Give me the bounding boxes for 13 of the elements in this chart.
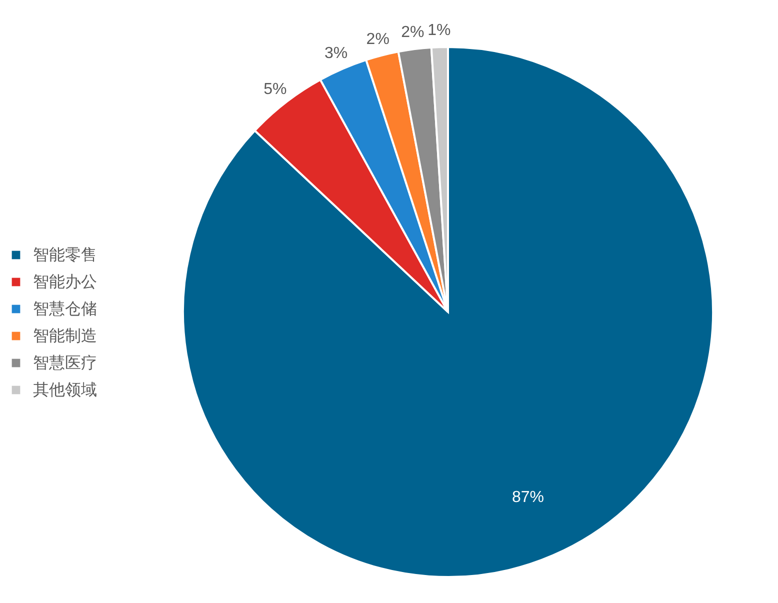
data-label: 3% (324, 45, 348, 62)
data-label: 2% (401, 24, 424, 42)
legend-label: 其他领域 (33, 381, 97, 399)
legend-label: 智能制造 (33, 327, 97, 345)
data-label: 87% (512, 488, 544, 506)
pie-slice (182, 46, 714, 578)
data-label: 1% (428, 22, 451, 40)
data-label: 2% (366, 30, 390, 48)
legend-label: 智慧仓储 (33, 300, 97, 318)
legend-label: 智能零售 (33, 246, 97, 264)
legend-label: 智慧医疗 (33, 354, 97, 372)
data-label: 5% (264, 81, 287, 98)
legend-label: 智能办公 (33, 273, 97, 291)
